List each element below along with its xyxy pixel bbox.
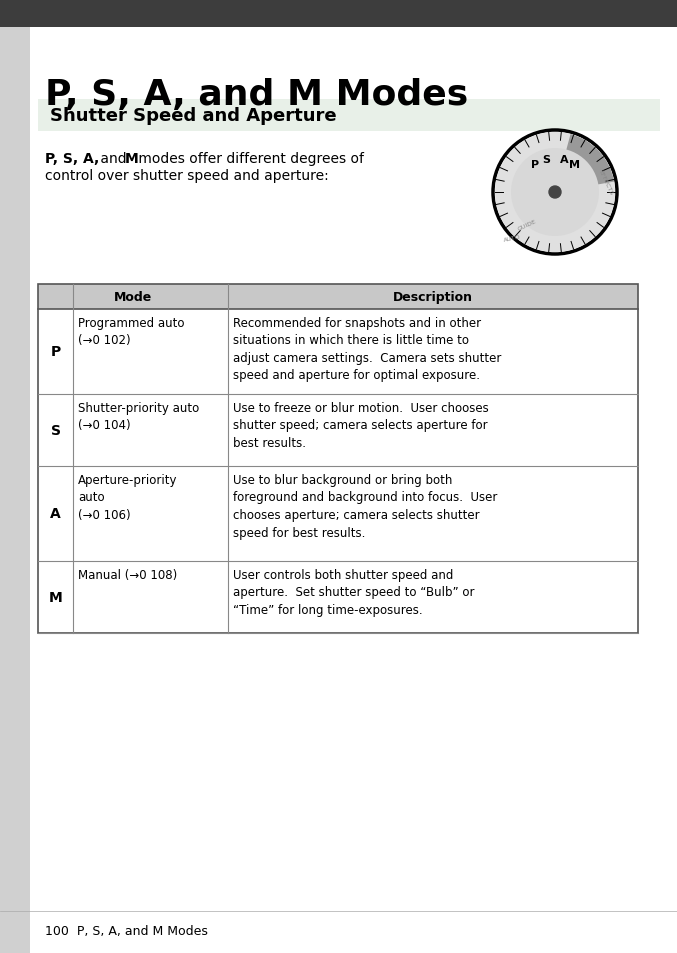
Text: 100  P, S, A, and M Modes: 100 P, S, A, and M Modes	[45, 924, 208, 938]
Text: Description: Description	[393, 291, 473, 304]
Text: M: M	[49, 590, 62, 604]
Text: S: S	[51, 423, 60, 437]
Text: modes offer different degrees of: modes offer different degrees of	[134, 152, 364, 166]
Text: P: P	[50, 345, 61, 359]
Bar	[38, 100, 660, 132]
Bar	[38, 285, 638, 310]
Text: P, S, A,: P, S, A,	[45, 152, 100, 166]
Text: GUIDE: GUIDE	[517, 218, 537, 232]
Bar	[38, 467, 638, 561]
Bar	[38, 395, 638, 467]
Text: control over shutter speed and aperture:: control over shutter speed and aperture:	[45, 169, 329, 183]
Text: Use to blur background or bring both
foreground and background into focus.  User: Use to blur background or bring both for…	[233, 474, 498, 539]
Text: AUTO: AUTO	[503, 234, 521, 243]
Text: and: and	[96, 152, 131, 166]
Bar	[38, 561, 638, 634]
Text: Shutter-priority auto
(→0 104): Shutter-priority auto (→0 104)	[78, 401, 199, 432]
Text: A: A	[559, 155, 568, 165]
Text: P, S, A, and M Modes: P, S, A, and M Modes	[45, 78, 468, 112]
Circle shape	[511, 149, 599, 236]
Text: P: P	[531, 160, 540, 170]
Circle shape	[549, 187, 561, 199]
Text: Use to freeze or blur motion.  User chooses
shutter speed; camera selects apertu: Use to freeze or blur motion. User choos…	[233, 401, 489, 450]
Text: S: S	[542, 155, 550, 165]
Text: EFFECTS: EFFECTS	[597, 170, 613, 196]
Text: Shutter Speed and Aperture: Shutter Speed and Aperture	[50, 107, 336, 125]
Text: Programmed auto
(→0 102): Programmed auto (→0 102)	[78, 316, 185, 347]
Bar	[38, 285, 638, 634]
Circle shape	[495, 132, 615, 253]
Bar	[0, 28, 30, 953]
Text: Mode: Mode	[114, 291, 152, 304]
Text: M: M	[569, 160, 580, 170]
Wedge shape	[555, 135, 614, 193]
Text: A: A	[50, 507, 61, 521]
Text: Manual (→0 108): Manual (→0 108)	[78, 568, 177, 581]
Text: User controls both shutter speed and
aperture.  Set shutter speed to “Bulb” or
“: User controls both shutter speed and ape…	[233, 568, 475, 617]
Bar	[38, 310, 638, 395]
Text: M: M	[125, 152, 139, 166]
Text: Recommended for snapshots and in other
situations in which there is little time : Recommended for snapshots and in other s…	[233, 316, 502, 382]
Text: Aperture-priority
auto
(→0 106): Aperture-priority auto (→0 106)	[78, 474, 177, 521]
Bar	[0, 0, 677, 28]
